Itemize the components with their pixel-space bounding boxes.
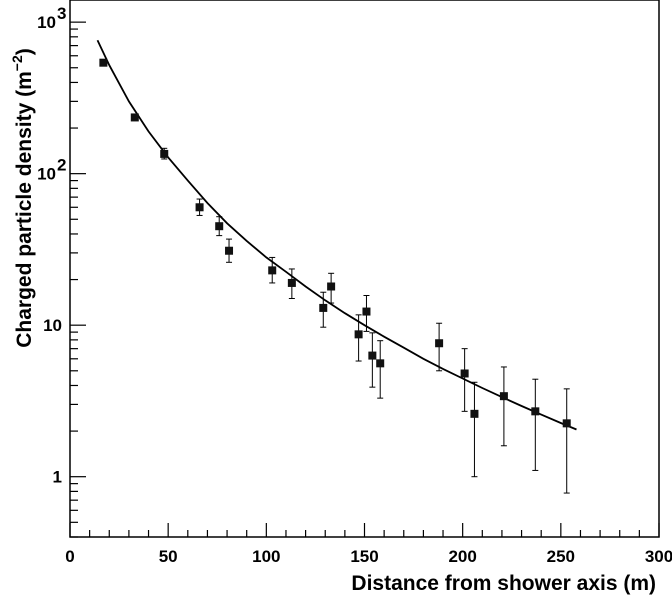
y-tick-label: 10 — [43, 316, 62, 335]
data-point — [195, 203, 204, 212]
data-points — [99, 58, 571, 494]
y-axis-title-close: ) — [13, 48, 36, 55]
data-point — [376, 359, 385, 368]
y-tick-label: 1 — [53, 468, 62, 487]
y-axis-title: Charged particle density (m−2) — [9, 48, 36, 348]
data-point — [362, 307, 371, 316]
data-point — [354, 330, 363, 339]
data-point — [460, 369, 469, 378]
x-tick-label: 250 — [547, 547, 575, 566]
x-tick-label: 200 — [448, 547, 476, 566]
y-axis-title-main: Charged particle density (m — [13, 71, 36, 348]
data-point — [130, 113, 139, 122]
x-axis: 0 50 100 150 200 250 300 — [65, 523, 672, 566]
y-axis-title-sup: −2 — [9, 55, 25, 71]
data-point — [160, 149, 169, 158]
y-tick-exponent: 3 — [57, 4, 66, 23]
data-point — [531, 407, 540, 416]
x-tick-label: 150 — [350, 547, 378, 566]
data-point — [287, 278, 296, 287]
data-point — [99, 58, 108, 67]
x-tick-label: 50 — [159, 547, 178, 566]
data-point — [319, 303, 328, 312]
data-point — [327, 282, 336, 291]
data-point — [562, 419, 571, 428]
fit-curve — [96, 39, 577, 431]
x-tick-label: 0 — [65, 547, 74, 566]
y-tick-label: 10 — [37, 165, 56, 184]
plot-frame — [69, 0, 660, 538]
x-tick-label: 300 — [645, 547, 672, 566]
x-axis-title: Distance from shower axis (m) — [351, 572, 656, 595]
y-tick-exponent: 2 — [57, 156, 66, 175]
data-point — [499, 392, 508, 401]
data-point — [268, 266, 277, 275]
y-tick-label: 10 — [37, 13, 56, 32]
data-point — [368, 351, 377, 360]
data-point — [225, 246, 234, 255]
data-point — [470, 409, 479, 418]
data-point — [435, 339, 444, 348]
data-point — [215, 222, 224, 231]
x-tick-label: 100 — [252, 547, 280, 566]
